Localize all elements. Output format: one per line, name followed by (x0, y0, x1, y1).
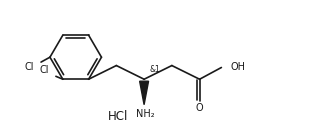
Text: O: O (196, 103, 203, 113)
Polygon shape (140, 81, 149, 105)
Text: HCl: HCl (108, 110, 129, 123)
Text: Cl: Cl (39, 65, 49, 75)
Text: &1: &1 (149, 65, 160, 74)
Text: NH₂: NH₂ (136, 109, 154, 119)
Text: OH: OH (230, 63, 245, 72)
Text: Cl: Cl (24, 62, 34, 72)
